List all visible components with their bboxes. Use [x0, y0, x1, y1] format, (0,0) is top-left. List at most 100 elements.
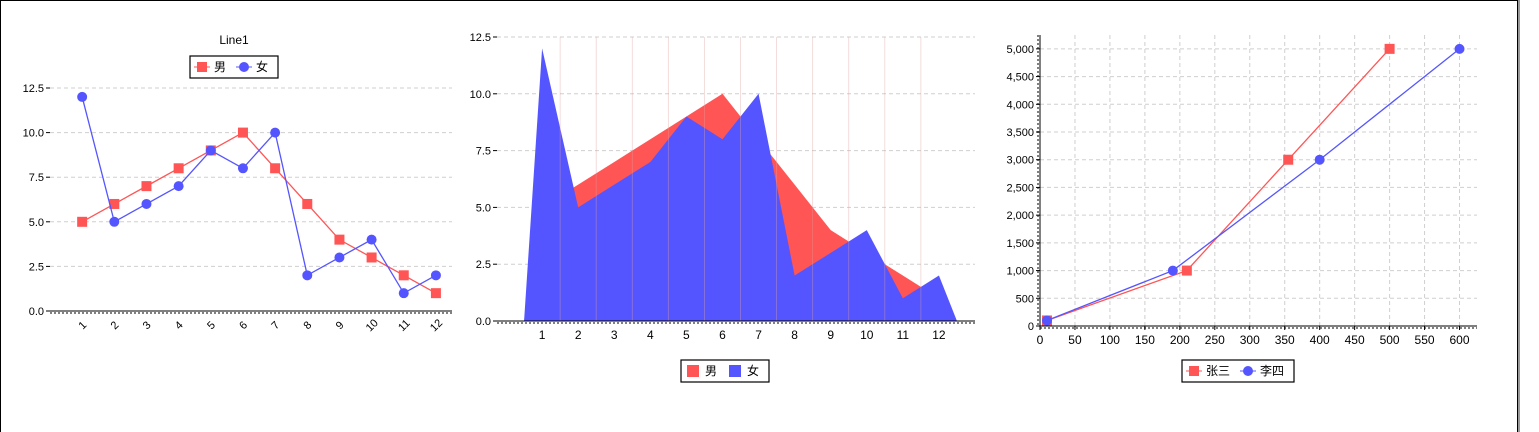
chart1-point-0-0: [77, 216, 88, 227]
chart1-xtick-label-0: 1: [76, 319, 89, 332]
chart1-point-1-4: [205, 145, 216, 156]
chart3-point-1-2: [1314, 154, 1325, 165]
chart1-point-1-11: [430, 270, 441, 281]
xy-line-chart: 05001,0001,5002,0002,5003,0003,5004,0004…: [1006, 35, 1477, 383]
chart1-series-line-1: [81, 96, 437, 295]
chart2-ytick-label-2: 5.0: [476, 202, 491, 214]
chart1-point-0-8: [334, 234, 345, 245]
chart1-legend-label-1: 女: [256, 59, 268, 74]
chart1-title: Line1: [219, 33, 249, 47]
chart3-ytick-label-8: 4,000: [1006, 99, 1034, 111]
chart3-xtick-label-9: 450: [1345, 333, 1365, 347]
chart1-ytick-label-5: 12.5: [23, 83, 44, 95]
chart2-ytick-label-1: 2.5: [476, 259, 491, 271]
chart1-xtick-label-11: 12: [428, 317, 445, 334]
chart3-ytick-label-1: 500: [1016, 293, 1034, 305]
chart2-ytick-label-3: 7.5: [476, 146, 491, 158]
chart3-ytick-label-7: 3,500: [1006, 127, 1034, 139]
chart2-legend-label-1: 女: [747, 363, 759, 378]
chart3-xtick-label-6: 300: [1240, 333, 1260, 347]
chart1-ytick-label-4: 10.0: [23, 128, 44, 140]
chart3-point-1-0: [1041, 315, 1052, 326]
chart3-legend-label-1: 李四: [1260, 363, 1284, 378]
chart1-point-1-10: [398, 288, 409, 299]
chart3-legend-label-0: 张三: [1206, 364, 1230, 378]
chart3-ytick-label-10: 5,000: [1006, 44, 1034, 56]
chart1-ytick-label-3: 7.5: [29, 172, 44, 184]
chart1-point-0-5: [237, 127, 248, 138]
chart2-xtick-label-0: 1: [539, 328, 546, 342]
chart3-xtick-label-2: 100: [1100, 333, 1120, 347]
chart2-xtick-label-5: 6: [719, 328, 726, 342]
chart3-xtick-label-1: 50: [1068, 333, 1082, 347]
chart1-series-line-0: [81, 131, 437, 294]
chart1-legend-marker-0: [197, 62, 207, 72]
chart3-point-1-1: [1167, 265, 1178, 276]
chart1-xtick-label-7: 8: [302, 319, 315, 332]
chart1-point-0-9: [366, 252, 377, 263]
chart2-legend-swatch-0: [687, 365, 699, 377]
chart1-point-0-6: [270, 163, 281, 174]
chart3-xtick-label-5: 250: [1205, 333, 1225, 347]
chart2-area-1: [524, 48, 957, 322]
chart2-legend-swatch-1: [729, 365, 741, 377]
chart1-point-1-0: [77, 91, 88, 102]
chart1-xtick-label-9: 10: [364, 317, 381, 334]
chart3-point-0-2: [1283, 154, 1294, 165]
chart3-point-0-1: [1181, 265, 1192, 276]
chart3-series-line-1: [1046, 48, 1460, 322]
chart3-xtick-label-7: 350: [1275, 333, 1295, 347]
chart3-ytick-label-3: 1,500: [1006, 238, 1034, 250]
chart1-point-1-6: [270, 127, 281, 138]
chart1-xtick-label-3: 4: [173, 319, 186, 332]
chart3-point-1-3: [1454, 43, 1465, 54]
chart1-xtick-label-4: 5: [205, 319, 218, 332]
chart1-ytick-label-2: 5.0: [29, 217, 44, 229]
chart2-xtick-label-11: 12: [932, 328, 946, 342]
area-chart: 0.02.55.07.510.012.51 2 3 4 5 6 7 8 9 10 11 12男女: [470, 32, 975, 383]
chart3-legend-marker-1: [1243, 366, 1253, 376]
chart1-legend-marker-1: [239, 62, 249, 72]
chart1-point-1-1: [109, 216, 120, 227]
chart1-point-1-7: [302, 270, 313, 281]
chart1-xtick-label-5: 6: [237, 319, 250, 332]
chart2-legend-label-0: 男: [705, 364, 717, 378]
chart3-ytick-label-4: 2,000: [1006, 210, 1034, 222]
chart3-ytick-label-9: 4,500: [1006, 72, 1034, 84]
chart3-ytick-label-0: 0: [1028, 321, 1034, 333]
chart1-point-0-10: [398, 270, 409, 281]
chart3-ytick-label-2: 1,000: [1006, 266, 1034, 278]
chart1-point-1-2: [141, 198, 152, 209]
chart3-ytick-label-5: 2,500: [1006, 182, 1034, 194]
chart2-xtick-label-6: 7: [755, 328, 762, 342]
chart3-xtick-label-8: 400: [1310, 333, 1330, 347]
chart3-xtick-label-10: 500: [1380, 333, 1400, 347]
chart2-xtick-label-7: 8: [791, 328, 798, 342]
chart2-xtick-label-10: 11: [897, 328, 910, 342]
chart2-ytick-label-5: 12.5: [470, 32, 491, 44]
chart1-point-0-1: [109, 198, 120, 209]
chart3-xtick-label-11: 550: [1415, 333, 1435, 347]
chart2-xtick-label-8: 9: [827, 328, 834, 342]
chart1-point-0-3: [173, 163, 184, 174]
chart1-ytick-label-0: 0.0: [29, 306, 44, 318]
chart2-ytick-label-4: 10.0: [470, 89, 491, 101]
chart3-series-line-0: [1046, 48, 1391, 322]
chart1-point-1-3: [173, 181, 184, 192]
chart1-xtick-label-6: 7: [269, 319, 282, 332]
chart2-xtick-label-3: 4: [647, 328, 654, 342]
chart3-xtick-label-0: 0: [1037, 333, 1044, 347]
chart1-legend-label-0: 男: [214, 60, 226, 74]
chart1-xtick-label-10: 11: [396, 317, 413, 334]
chart1-ytick-label-1: 2.5: [29, 261, 44, 273]
chart1-legend: [189, 55, 279, 79]
chart2-legend: [680, 359, 770, 383]
chart3-legend: [1181, 359, 1295, 383]
chart3-legend-marker-0: [1189, 366, 1199, 376]
vertical-scrollbar[interactable]: [1518, 0, 1539, 432]
chart1-xtick-label-1: 2: [109, 319, 122, 332]
line-chart: 男女0.02.55.07.510.012.51 2 3 4 5 6 7 8 9 10 11 12: [23, 55, 452, 334]
chart1-point-0-2: [141, 181, 152, 192]
